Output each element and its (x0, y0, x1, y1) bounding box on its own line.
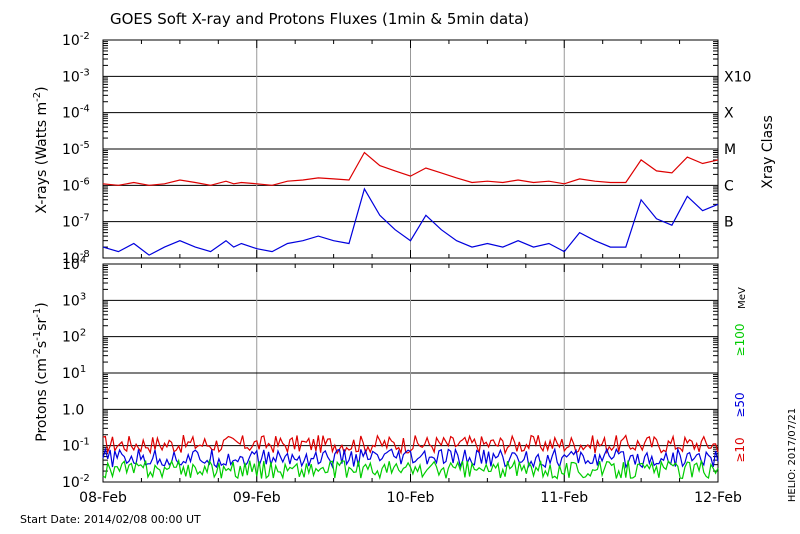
proton-panel: 10-2 10-1 1.0 101 102 103 104 ≥100 ≥50 ≥10 Protons… (32, 255, 747, 491)
xray-y-axis-label: X-rays (Watts m-2) (32, 86, 50, 213)
xray-class-label: B (724, 215, 734, 231)
xray-class-label: C (724, 178, 734, 194)
chart-title: GOES Soft X-ray and Protons Fluxes (1min… (110, 10, 529, 28)
y-tick-label: 10-7 (62, 213, 90, 231)
y-tick-label: 102 (62, 328, 86, 346)
y-tick-label: 1.0 (62, 402, 84, 418)
series-line-0-1 (102, 187, 719, 256)
y-tick-label: 101 (62, 364, 86, 382)
y-tick-label: 10-5 (62, 140, 90, 158)
plot-frame (102, 39, 719, 259)
xray-class-label: X (724, 106, 734, 122)
start-date-label: Start Date: 2014/02/08 00:00 UT (20, 513, 201, 526)
legend-entry: ≥50 (733, 392, 747, 417)
y-tick-label: 10-2 (62, 473, 90, 491)
helio-credit-label: HELIO: 2017/07/21 (787, 408, 798, 502)
x-tick-label: 10-Feb (387, 490, 435, 506)
y-tick-label: 10-4 (62, 104, 90, 122)
y-tick-label: 104 (62, 255, 86, 273)
proton-unit-label: MeV (737, 287, 748, 309)
xray-class-label: X10 (724, 69, 751, 85)
xray-right-axis-label: Xray Class (760, 115, 776, 189)
series-line-0-0 (102, 151, 719, 186)
legend-entry: ≥10 (733, 437, 747, 462)
y-tick-label: 10-2 (62, 31, 90, 49)
xray-class-label: M (724, 142, 736, 158)
xray-panel: 10-8 10-7 10-6 10-5 10-4 10-3 10-2 B C M X X10 X-ray… (32, 31, 751, 267)
legend-entry: ≥100 (733, 324, 747, 357)
y-tick-label: 10-1 (62, 437, 90, 455)
x-tick-label: 11-Feb (540, 490, 588, 506)
y-tick-label: 103 (62, 291, 86, 309)
proton-y-axis-label: Protons (cm-2s-1sr-1) (32, 302, 50, 441)
x-tick-label: 12-Feb (694, 490, 742, 506)
x-tick-label: 09-Feb (233, 490, 281, 506)
y-tick-label: 10-8 (62, 249, 90, 267)
y-tick-label: 10-3 (62, 67, 90, 85)
series-line-1-1 (102, 446, 719, 470)
series-line-1-2 (102, 458, 719, 481)
x-tick-label: 08-Feb (79, 490, 127, 506)
y-tick-label: 10-6 (62, 176, 90, 194)
